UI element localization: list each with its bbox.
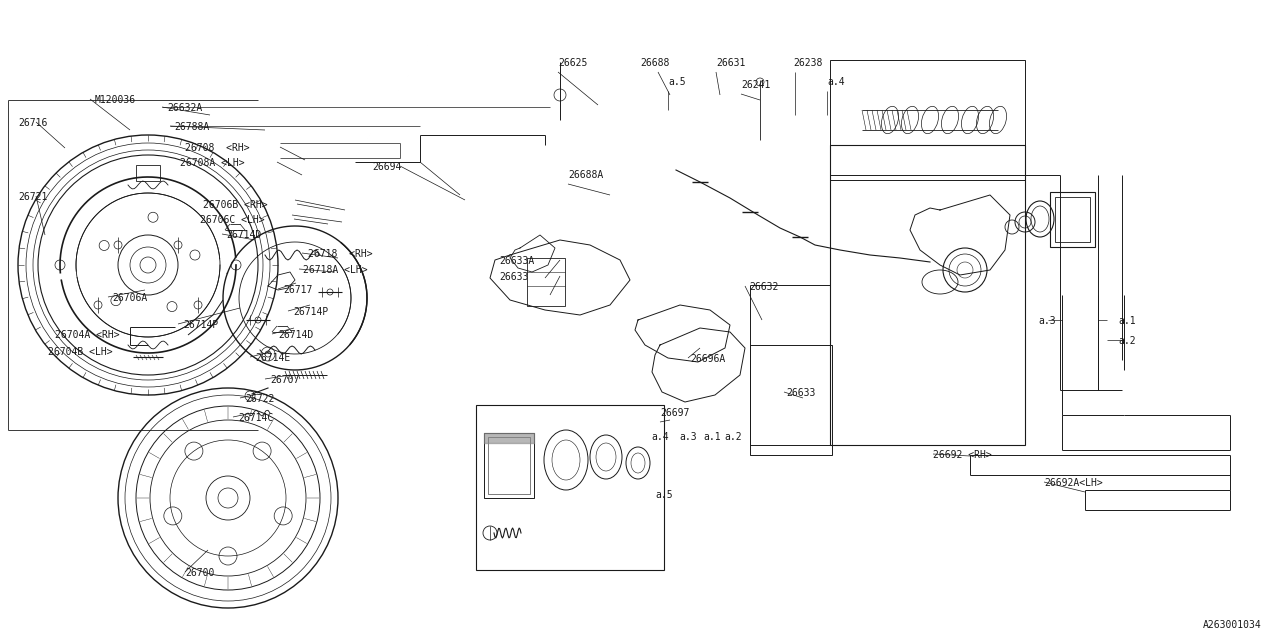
Text: 26788A: 26788A <box>174 122 209 132</box>
Text: 26632: 26632 <box>749 282 778 292</box>
Text: 26633: 26633 <box>786 388 815 398</box>
Text: 26706C <LH>: 26706C <LH> <box>200 215 265 225</box>
Text: 26714D: 26714D <box>278 330 314 340</box>
Bar <box>829 60 1025 180</box>
Text: 26625: 26625 <box>558 58 588 68</box>
Bar <box>484 433 534 498</box>
Text: a.4: a.4 <box>827 77 845 87</box>
Text: a.2: a.2 <box>1117 336 1135 346</box>
Text: 26632A: 26632A <box>166 103 202 113</box>
Text: 26714C: 26714C <box>238 413 273 423</box>
Text: 26688A: 26688A <box>568 170 603 180</box>
Text: a.5: a.5 <box>655 490 672 500</box>
Text: a.3: a.3 <box>1038 316 1056 326</box>
Text: 26708A <LH>: 26708A <LH> <box>180 158 244 168</box>
Text: 26706B <RH>: 26706B <RH> <box>204 200 268 210</box>
Text: 26692A<LH>: 26692A<LH> <box>1044 478 1103 488</box>
Text: 26704A <RH>: 26704A <RH> <box>55 330 119 340</box>
Text: a.1: a.1 <box>703 432 721 442</box>
Text: a.2: a.2 <box>724 432 741 442</box>
Text: 26696A: 26696A <box>690 354 726 364</box>
Text: 26716: 26716 <box>18 118 47 128</box>
Bar <box>488 437 530 494</box>
Text: a.5: a.5 <box>668 77 686 87</box>
Text: 26241: 26241 <box>741 80 771 90</box>
Text: 26633A: 26633A <box>499 256 534 266</box>
Bar <box>750 345 832 455</box>
Text: 26238: 26238 <box>794 58 822 68</box>
Bar <box>829 145 1025 445</box>
Text: 26722: 26722 <box>244 394 274 404</box>
Text: a.3: a.3 <box>678 432 696 442</box>
Bar <box>476 405 664 570</box>
Text: 26707: 26707 <box>270 375 300 385</box>
Text: 26633: 26633 <box>499 272 529 282</box>
Text: 26704B <LH>: 26704B <LH> <box>49 347 113 357</box>
Bar <box>527 258 564 306</box>
Text: a.1: a.1 <box>1117 316 1135 326</box>
Text: a.4: a.4 <box>652 432 668 442</box>
Text: 26718A <LH>: 26718A <LH> <box>303 265 367 275</box>
Text: 26714E: 26714E <box>255 353 291 363</box>
Bar <box>1050 192 1094 247</box>
Text: 26714P: 26714P <box>293 307 328 317</box>
Text: 26688: 26688 <box>640 58 669 68</box>
Text: 26717: 26717 <box>283 285 312 295</box>
Text: A263001034: A263001034 <box>1203 620 1262 630</box>
Text: M120036: M120036 <box>95 95 136 105</box>
Text: 26721: 26721 <box>18 192 47 202</box>
Bar <box>136 165 160 181</box>
Bar <box>1055 197 1091 242</box>
Text: 26631: 26631 <box>716 58 745 68</box>
Text: 26700: 26700 <box>186 568 214 578</box>
Text: 26718  <RH>: 26718 <RH> <box>308 249 372 259</box>
Text: 26694: 26694 <box>372 162 402 172</box>
Text: 26697: 26697 <box>660 408 690 418</box>
Text: 26706A: 26706A <box>113 293 147 303</box>
Text: 26692 <RH>: 26692 <RH> <box>933 450 992 460</box>
Text: 26714D: 26714D <box>227 230 261 240</box>
Text: 26708  <RH>: 26708 <RH> <box>186 143 250 153</box>
Text: 26714P: 26714P <box>183 320 219 330</box>
